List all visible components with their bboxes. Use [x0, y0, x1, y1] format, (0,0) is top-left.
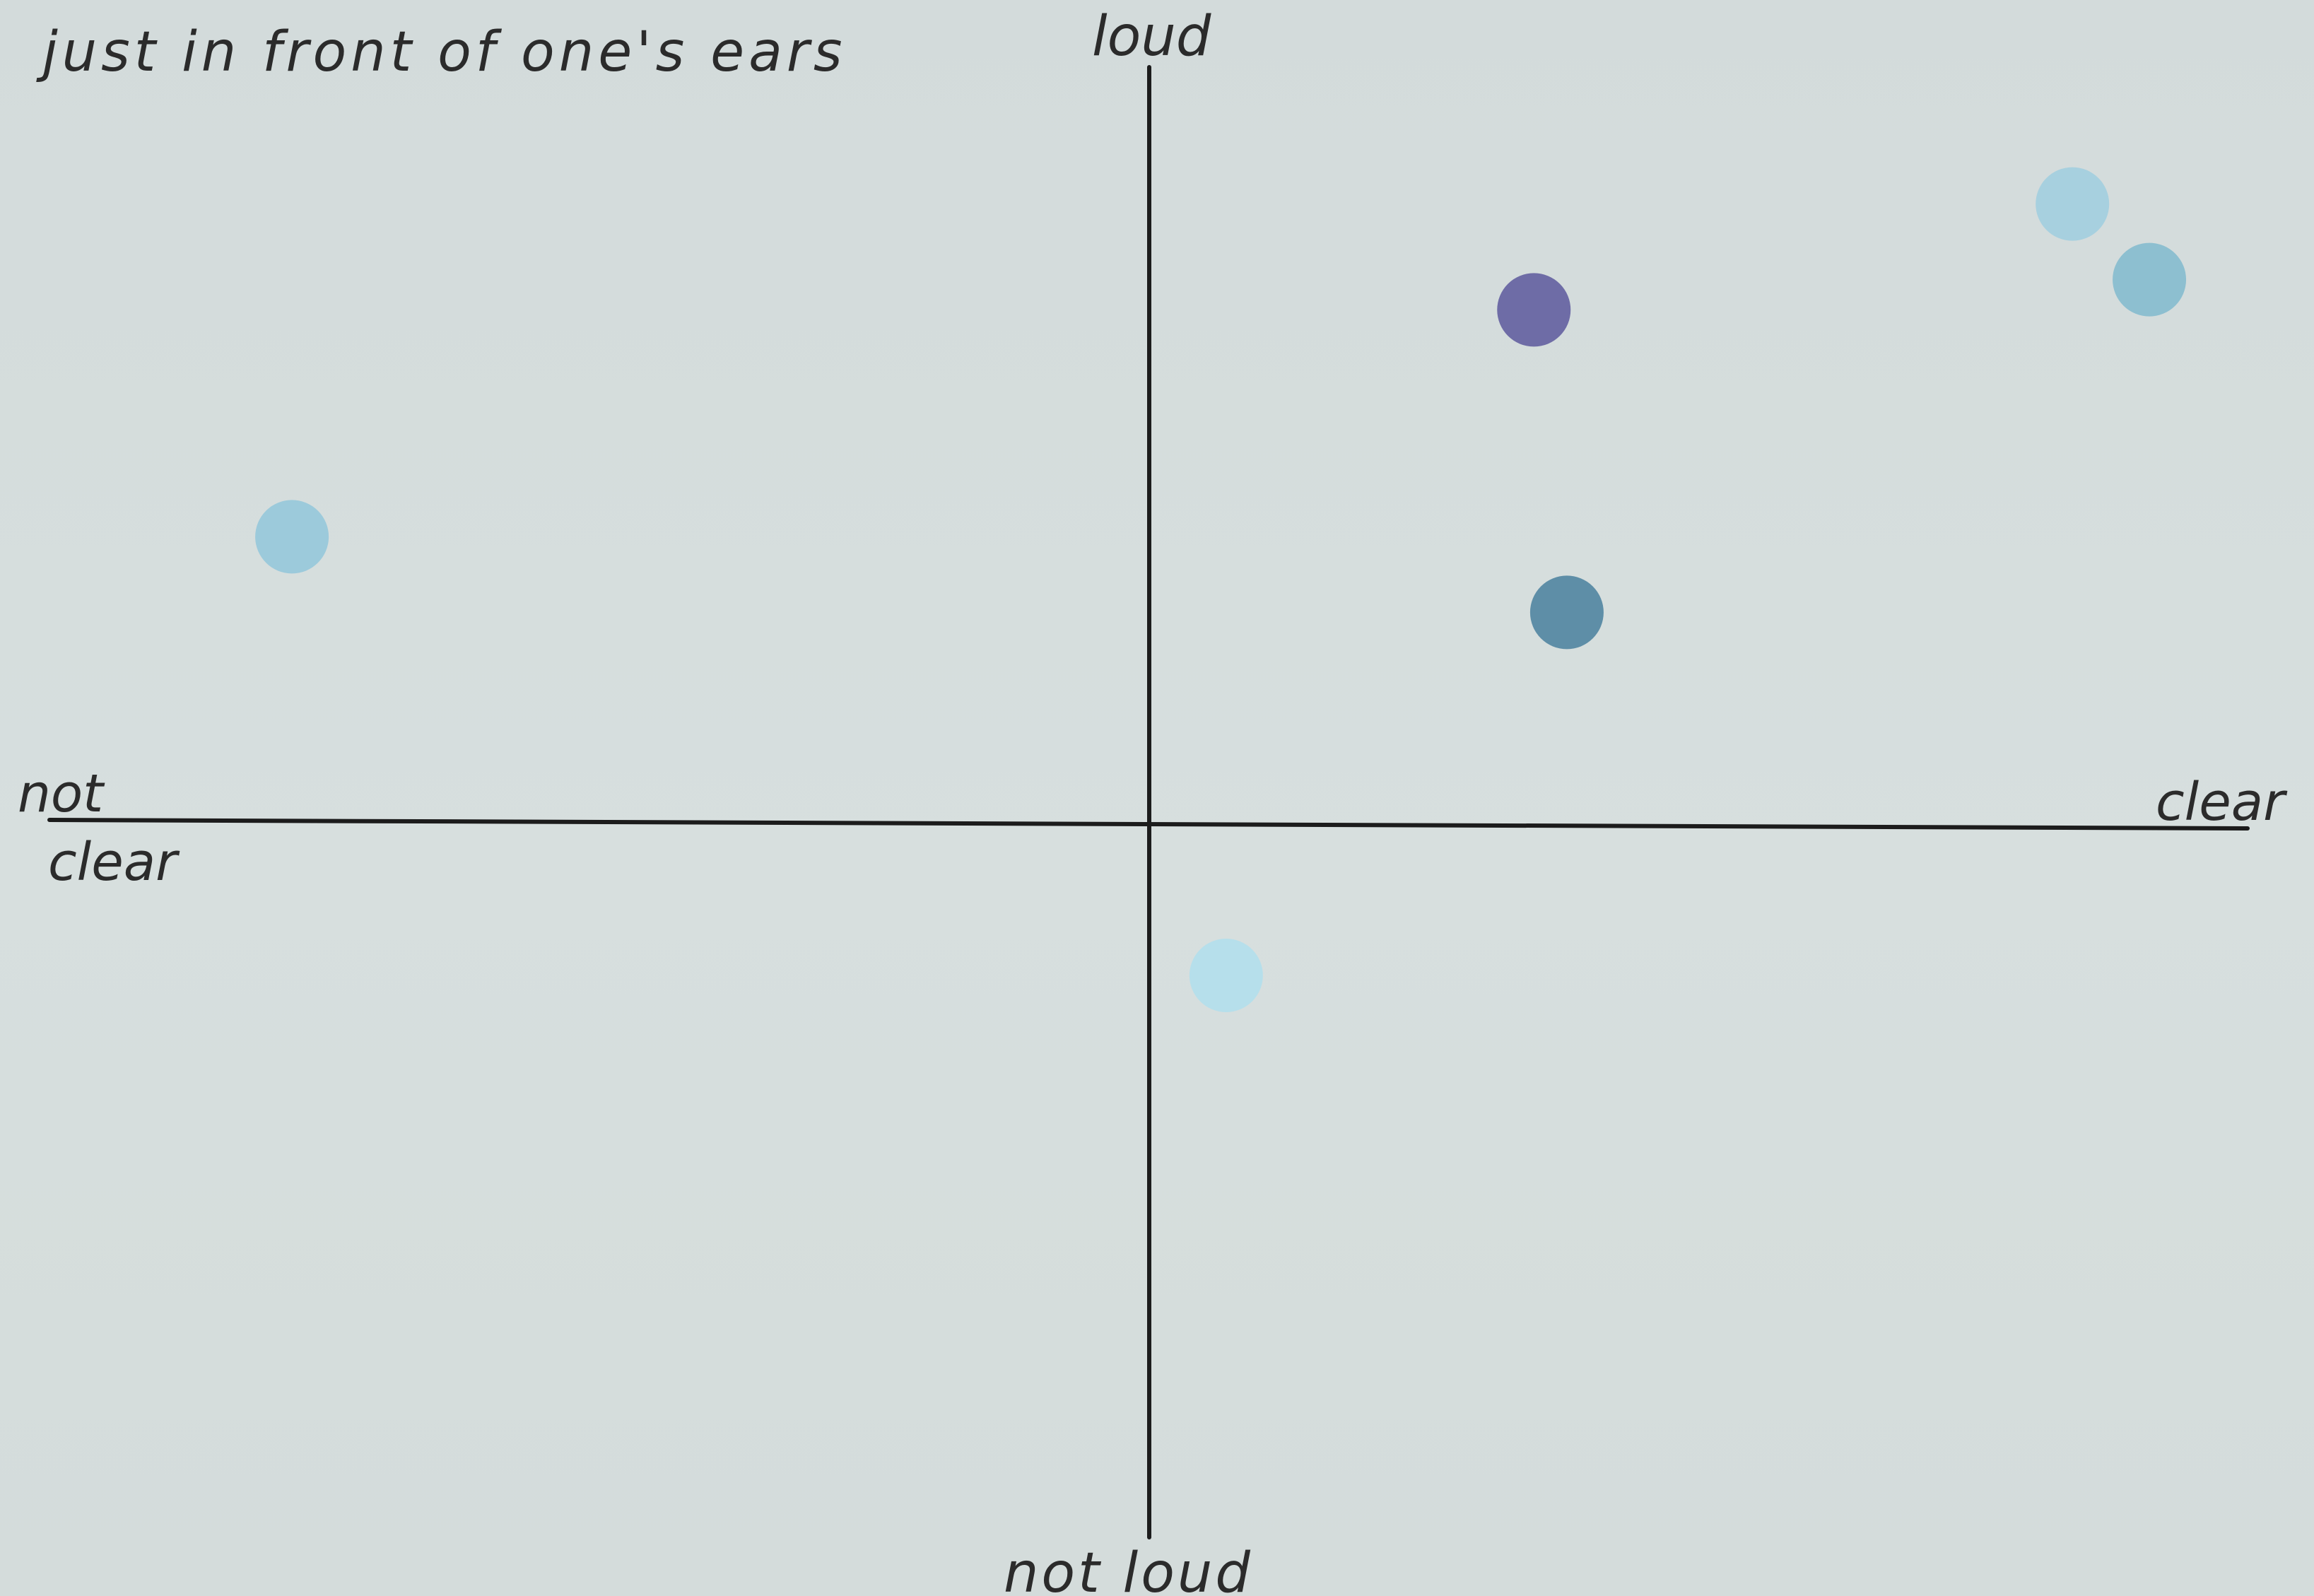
x-axis-negative-label-line2: clear: [48, 832, 180, 893]
data-point-6: [1189, 939, 1263, 1012]
data-point-2: [2113, 242, 2187, 317]
y-axis-negative-label: not loud: [1004, 1542, 1253, 1596]
data-point-1: [2036, 167, 2110, 241]
x-axis-negative-label-line1: not: [18, 763, 105, 824]
y-axis-positive-label: loud: [1092, 5, 1211, 69]
data-points: [255, 167, 2187, 1012]
data-point-4: [1529, 575, 1604, 650]
data-point-5: [255, 500, 329, 574]
x-axis-positive-label: clear: [2156, 772, 2288, 833]
chart-title: just in front of one's ears: [36, 20, 847, 84]
data-point-3: [1497, 273, 1571, 347]
